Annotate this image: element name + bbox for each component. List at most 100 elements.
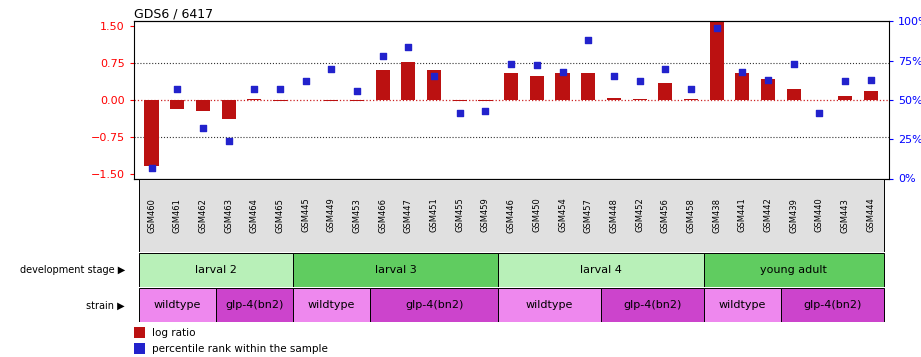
Bar: [704, 253, 883, 287]
Bar: [659, 83, 672, 100]
Point: [761, 77, 775, 82]
Text: GSM460: GSM460: [147, 198, 156, 232]
Bar: [498, 288, 601, 322]
Point: [863, 77, 878, 82]
Bar: [134, 343, 145, 355]
Text: GSM455: GSM455: [455, 198, 464, 232]
Text: GSM452: GSM452: [635, 198, 644, 232]
Text: GDS6 / 6417: GDS6 / 6417: [134, 7, 213, 20]
Point: [247, 86, 262, 92]
Bar: [402, 62, 415, 100]
Point: [221, 138, 236, 144]
Text: GSM453: GSM453: [353, 198, 362, 232]
Point: [658, 66, 672, 71]
Text: GSM464: GSM464: [250, 198, 259, 232]
Text: GSM465: GSM465: [275, 198, 285, 232]
Text: GSM443: GSM443: [841, 198, 849, 232]
Bar: [134, 327, 145, 338]
Text: GSM461: GSM461: [173, 198, 181, 232]
Text: GSM439: GSM439: [789, 198, 799, 232]
Bar: [684, 99, 698, 100]
Bar: [498, 253, 704, 287]
Point: [838, 78, 853, 84]
Text: wildtype: wildtype: [308, 300, 355, 311]
Point: [683, 86, 698, 92]
Text: GSM444: GSM444: [867, 198, 875, 232]
Point: [298, 78, 313, 84]
Text: GSM466: GSM466: [379, 197, 387, 233]
Point: [376, 53, 391, 59]
Bar: [350, 100, 364, 101]
Text: wildtype: wildtype: [154, 300, 201, 311]
Point: [195, 125, 210, 131]
Text: GSM450: GSM450: [532, 198, 542, 232]
Text: GSM459: GSM459: [481, 198, 490, 232]
Text: percentile rank within the sample: percentile rank within the sample: [152, 344, 328, 354]
Text: GSM445: GSM445: [301, 198, 310, 232]
Bar: [247, 99, 262, 100]
Bar: [504, 73, 519, 100]
Point: [169, 86, 184, 92]
Bar: [838, 96, 852, 100]
Bar: [370, 288, 498, 322]
Bar: [633, 99, 647, 100]
Point: [787, 61, 801, 67]
Bar: [376, 70, 390, 100]
Text: larval 4: larval 4: [580, 265, 622, 276]
Text: GSM463: GSM463: [224, 197, 233, 233]
Point: [478, 108, 493, 114]
Bar: [761, 79, 775, 100]
Point: [709, 25, 724, 31]
Bar: [293, 253, 498, 287]
Bar: [709, 20, 724, 100]
Text: development stage ▶: development stage ▶: [20, 265, 125, 276]
Text: GSM454: GSM454: [558, 198, 567, 232]
Bar: [196, 100, 210, 111]
Text: wildtype: wildtype: [526, 300, 574, 311]
Point: [581, 37, 596, 43]
Point: [530, 62, 544, 68]
Point: [273, 86, 287, 92]
Point: [632, 78, 647, 84]
Text: wildtype: wildtype: [718, 300, 766, 311]
Bar: [273, 100, 287, 101]
Bar: [601, 288, 704, 322]
Point: [504, 61, 519, 67]
Point: [401, 44, 415, 49]
Point: [555, 69, 570, 75]
Text: glp-4(bn2): glp-4(bn2): [405, 300, 463, 311]
Bar: [139, 253, 293, 287]
Bar: [139, 288, 216, 322]
Bar: [478, 100, 493, 101]
Point: [812, 110, 827, 115]
Text: young adult: young adult: [760, 265, 827, 276]
Bar: [453, 100, 467, 101]
Text: GSM447: GSM447: [404, 198, 413, 232]
Text: glp-4(bn2): glp-4(bn2): [225, 300, 284, 311]
Point: [735, 69, 750, 75]
Text: glp-4(bn2): glp-4(bn2): [624, 300, 682, 311]
Bar: [704, 288, 781, 322]
Bar: [787, 89, 800, 100]
Bar: [324, 100, 338, 101]
Text: GSM441: GSM441: [738, 198, 747, 232]
Text: GSM456: GSM456: [660, 198, 670, 232]
Bar: [293, 288, 370, 322]
Bar: [145, 100, 158, 166]
Bar: [581, 73, 595, 100]
Point: [350, 88, 365, 94]
Text: GSM451: GSM451: [429, 198, 438, 232]
Text: larval 2: larval 2: [195, 265, 237, 276]
Text: GSM438: GSM438: [712, 197, 721, 233]
Point: [426, 74, 441, 79]
Bar: [216, 288, 293, 322]
Text: GSM462: GSM462: [198, 198, 207, 232]
Text: GSM440: GSM440: [815, 198, 824, 232]
Text: GSM449: GSM449: [327, 198, 336, 232]
Bar: [555, 73, 569, 100]
Bar: [864, 91, 878, 100]
Bar: [735, 73, 750, 100]
Point: [145, 165, 159, 170]
Bar: [222, 100, 236, 119]
Text: GSM448: GSM448: [610, 198, 618, 232]
